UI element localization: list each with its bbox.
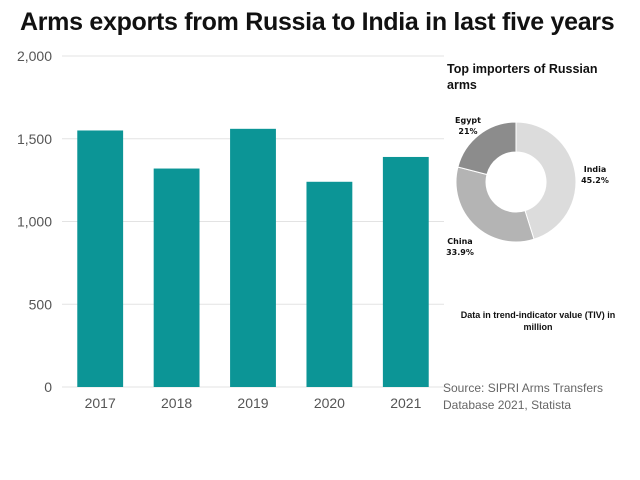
source-note: Source: SIPRI Arms Transfers Database 20… bbox=[443, 381, 604, 412]
slice-china bbox=[455, 166, 535, 243]
x-tick-label: 2017 bbox=[85, 395, 116, 411]
slice-name-label: Egypt bbox=[455, 116, 481, 125]
x-tick-label: 2021 bbox=[390, 395, 421, 411]
chart-title: Arms exports from Russia to India in las… bbox=[20, 8, 615, 36]
bar-2019 bbox=[230, 128, 276, 387]
x-tick-label: 2018 bbox=[161, 395, 192, 411]
x-tick-label: 2019 bbox=[237, 395, 268, 411]
pie-chart-title: Top importers of Russian arms bbox=[447, 62, 598, 92]
slice-value-label: 45.2% bbox=[581, 176, 609, 185]
y-tick-label: 0 bbox=[44, 379, 52, 395]
bar-2018 bbox=[153, 168, 200, 387]
slice-india bbox=[515, 121, 577, 240]
y-tick-label: 500 bbox=[29, 296, 53, 312]
x-tick-label: 2020 bbox=[314, 395, 345, 411]
y-tick-label: 1,000 bbox=[17, 214, 52, 230]
slice-egypt bbox=[457, 121, 517, 176]
bar-2017 bbox=[77, 130, 124, 387]
units-note: Data in trend-indicator value (TIV) in m… bbox=[460, 310, 616, 332]
slice-name-label: India bbox=[584, 165, 607, 174]
slice-value-label: 33.9% bbox=[446, 248, 474, 257]
slice-value-label: 21% bbox=[458, 127, 477, 136]
donut-chart: India 45.2% China 33.9% Egypt 21% bbox=[446, 116, 609, 257]
y-tick-label: 2,000 bbox=[17, 48, 52, 64]
bar-2020 bbox=[306, 181, 353, 387]
bar-2021 bbox=[382, 156, 429, 387]
slice-name-label: China bbox=[447, 237, 472, 246]
y-tick-label: 1,500 bbox=[17, 131, 52, 147]
